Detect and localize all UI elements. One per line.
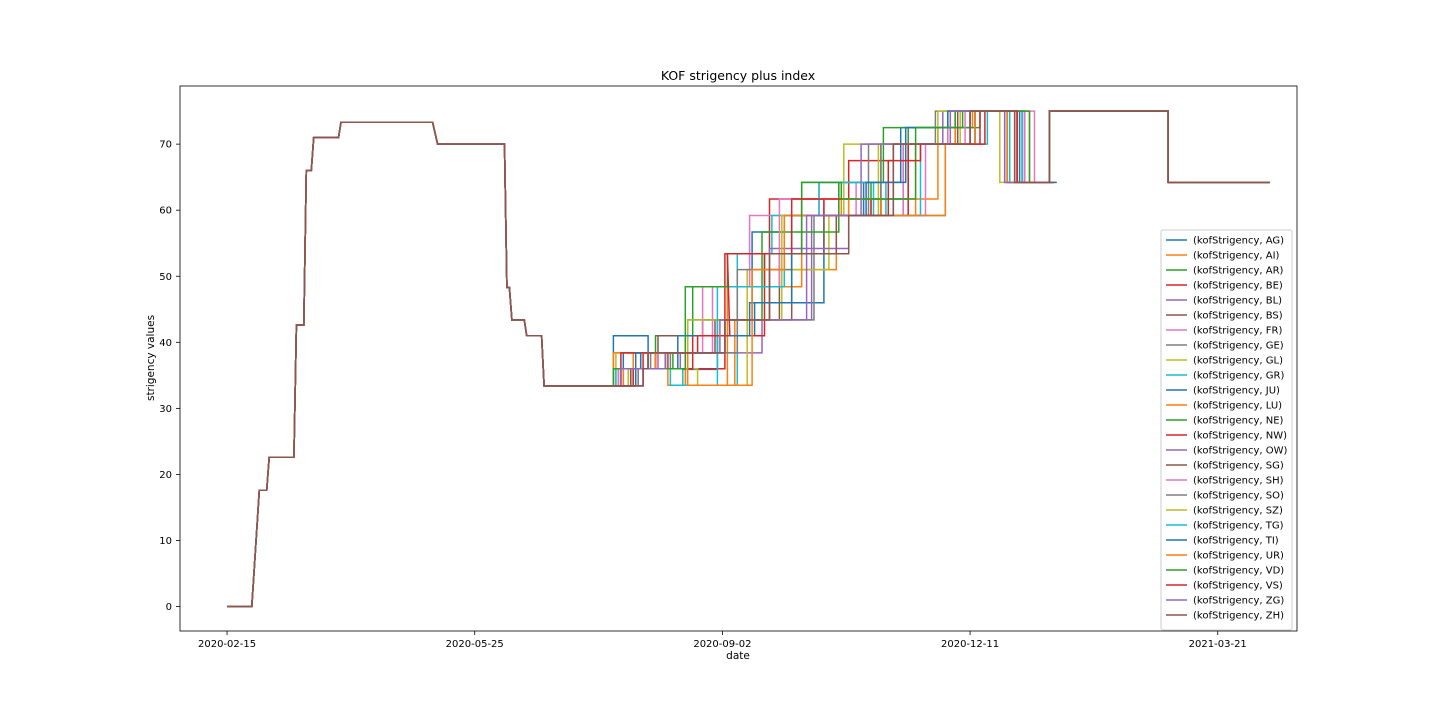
legend-entry: (kofStrigency, LU) — [1193, 401, 1282, 412]
legend-entry: (kofStrigency, ZH) — [1193, 611, 1284, 622]
legend-entry: (kofStrigency, SZ) — [1193, 506, 1283, 517]
x-tick-label: 2021-03-21 — [1189, 639, 1247, 650]
x-axis-label: date — [726, 650, 750, 662]
y-tick-label: 40 — [159, 338, 172, 349]
legend-entry: (kofStrigency, BS) — [1193, 311, 1283, 322]
y-tick-label: 0 — [166, 602, 172, 613]
legend-entry: (kofStrigency, SG) — [1193, 461, 1284, 472]
y-axis: 0 10 20 30 40 50 60 70 — [159, 140, 180, 613]
legend-entry: (kofStrigency, NW) — [1193, 431, 1287, 442]
legend-entry: (kofStrigency, AG) — [1193, 236, 1284, 247]
series-lines — [227, 110, 1270, 608]
x-tick-label: 2020-12-11 — [941, 639, 999, 650]
y-axis-label: strigency values — [145, 315, 157, 401]
legend-entry: (kofStrigency, TG) — [1193, 521, 1284, 532]
legend-entry: (kofStrigency, ZG) — [1193, 596, 1284, 607]
x-tick-label: 2020-05-25 — [446, 639, 504, 650]
chart-title: KOF strigency plus index — [661, 68, 815, 83]
legend-entry: (kofStrigency, OW) — [1193, 446, 1288, 457]
legend-entry: (kofStrigency, BL) — [1193, 296, 1282, 307]
legend-entry: (kofStrigency, GE) — [1193, 341, 1284, 352]
legend-entry: (kofStrigency, VD) — [1193, 566, 1284, 577]
legend-entry: (kofStrigency, AI) — [1193, 251, 1280, 262]
x-axis: 2020-02-15 2020-05-25 2020-09-02 2020-12-11… — [198, 631, 1247, 650]
legend-box — [1160, 229, 1293, 631]
legend-entry: (kofStrigency, TI) — [1193, 536, 1279, 547]
legend: (kofStrigency, AG) (kofStrigency, AI) (kof… — [1160, 229, 1293, 631]
legend-entry: (kofStrigency, GL) — [1193, 356, 1283, 367]
x-tick-label: 2020-02-15 — [198, 639, 256, 650]
legend-entry: (kofStrigency, UR) — [1193, 551, 1284, 562]
legend-entry: (kofStrigency, JU) — [1193, 386, 1280, 397]
legend-entry: (kofStrigency, VS) — [1193, 581, 1283, 592]
legend-entry: (kofStrigency, GR) — [1193, 371, 1284, 382]
legend-entry: (kofStrigency, AR) — [1193, 266, 1284, 277]
y-tick-label: 70 — [159, 140, 172, 151]
y-tick-label: 60 — [159, 206, 172, 217]
y-tick-label: 20 — [159, 470, 172, 481]
legend-entry: (kofStrigency, BE) — [1193, 281, 1283, 292]
legend-entry: (kofStrigency, NE) — [1193, 416, 1284, 427]
legend-entry: (kofStrigency, SO) — [1193, 491, 1284, 502]
legend-entry: (kofStrigency, FR) — [1193, 326, 1282, 337]
y-tick-label: 30 — [159, 404, 172, 415]
x-tick-label: 2020-09-02 — [693, 639, 751, 650]
y-tick-label: 10 — [159, 536, 172, 547]
series-line-25 — [227, 110, 1270, 608]
plot-frame — [179, 85, 1298, 632]
legend-entry: (kofStrigency, SH) — [1193, 476, 1284, 487]
y-tick-label: 50 — [159, 272, 172, 283]
